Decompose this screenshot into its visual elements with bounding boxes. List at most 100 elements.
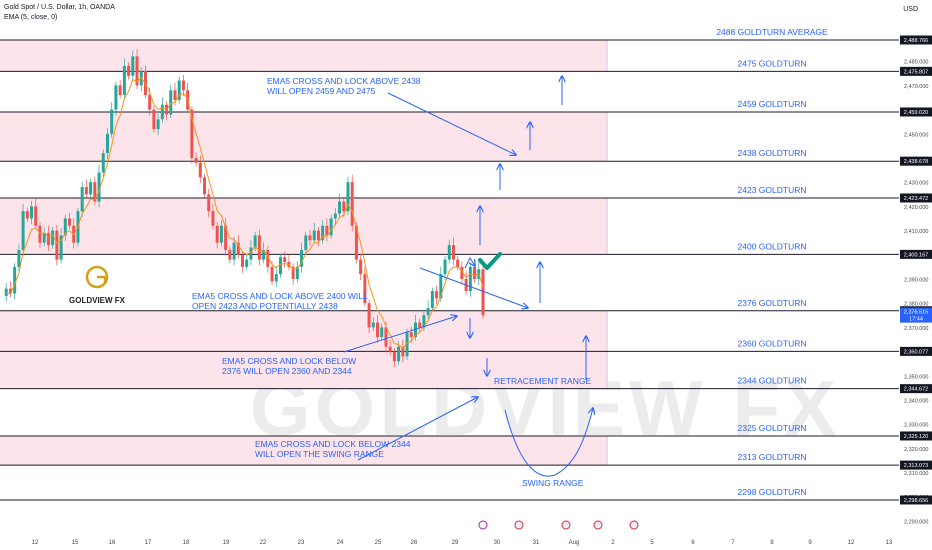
candle-up — [278, 257, 282, 275]
y-tick-label: 2,310.000 — [904, 471, 928, 477]
price-badge — [900, 495, 932, 505]
candle-up — [131, 56, 135, 76]
candle-down — [34, 206, 38, 226]
x-tick-label: 12 — [32, 540, 39, 546]
x-tick-label: 25 — [375, 540, 382, 546]
candle-up — [97, 172, 101, 202]
goldturn-level-label: 2376 GOLDTURN — [738, 298, 807, 308]
annotation-text: EMA5 CROSS AND LOCK BELOW 2344 — [255, 439, 411, 449]
y-tick-label: 2,290.000 — [904, 519, 928, 525]
price-badge — [900, 249, 932, 259]
y-tick-label: 2,340.000 — [904, 398, 928, 404]
indicator-label[interactable]: EMA (5, close, 0) — [4, 14, 58, 21]
candle-down — [173, 90, 177, 100]
candle-down — [118, 85, 122, 96]
arrow-line — [357, 397, 478, 461]
candle-down — [38, 225, 42, 243]
check-icon — [478, 252, 502, 270]
candle-down — [46, 233, 50, 246]
candle-up — [447, 245, 451, 260]
goldturn-level-label: 2423 GOLDTURN — [738, 185, 807, 195]
candle-down — [190, 109, 194, 158]
x-tick-label: 19 — [223, 540, 230, 546]
price-badge — [900, 35, 932, 45]
x-tick-label: 8 — [770, 540, 774, 546]
candle-down — [316, 230, 320, 241]
x-tick-label: 24 — [337, 540, 344, 546]
candle-down — [257, 235, 261, 260]
price-badge-text: 2,313.073 — [904, 463, 928, 469]
candle-down — [224, 225, 228, 250]
candle-up — [30, 206, 34, 219]
candle-down — [342, 201, 346, 212]
candle-up — [413, 322, 417, 338]
event-icon-us-flag[interactable] — [593, 520, 603, 530]
candle-up — [169, 90, 173, 115]
candle-up — [295, 266, 299, 279]
x-tick-label: 17 — [145, 540, 152, 546]
candle-up — [253, 235, 257, 248]
candle-down — [127, 66, 131, 76]
candle-up — [51, 230, 55, 246]
candle-up — [426, 308, 430, 316]
event-icon-us-flag[interactable] — [514, 520, 524, 530]
candle-down — [291, 266, 295, 279]
price-badge-text: 2,400.167 — [904, 252, 928, 258]
x-tick-label: 5 — [650, 540, 654, 546]
arrow-line — [419, 267, 528, 308]
candle-up — [219, 225, 223, 243]
pink-zone — [0, 435, 607, 466]
candle-up — [300, 249, 304, 267]
annotation-text: WILL OPEN 2459 AND 2475 — [267, 86, 376, 96]
price-badge — [900, 431, 932, 441]
x-tick-label: 30 — [494, 540, 501, 546]
candle-down — [367, 303, 371, 328]
candle-down — [236, 242, 240, 255]
x-tick-label: 6 — [691, 540, 695, 546]
candle-up — [312, 230, 316, 241]
event-icon-us-flag[interactable] — [561, 520, 571, 530]
candle-up — [21, 211, 25, 250]
candle-down — [451, 245, 455, 260]
price-badge-text: 2,488.766 — [904, 38, 928, 44]
candle-down — [203, 177, 207, 195]
y-tick-label: 2,370.000 — [904, 326, 928, 332]
annotation-text: RETRACEMENT RANGE — [494, 376, 591, 386]
event-icon-us-flag[interactable] — [629, 520, 639, 530]
x-tick-label: 13 — [886, 540, 893, 546]
logo-text: GOLDVIEW FX — [69, 296, 126, 305]
event-icons[interactable] — [478, 520, 639, 530]
candle-down — [325, 225, 329, 236]
candle-up — [101, 153, 105, 173]
symbol-title: Gold Spot / U.S. Dollar, 1h, OANDA — [4, 4, 115, 11]
x-tick-label: 31 — [533, 540, 540, 546]
candle-up — [405, 332, 409, 357]
price-badge — [900, 460, 932, 470]
current-price-badge — [900, 307, 932, 323]
candle-up — [329, 218, 333, 236]
price-badge — [900, 193, 932, 203]
annotation-text: SWING RANGE — [522, 478, 584, 488]
candle-up — [274, 274, 278, 282]
candle-up — [380, 327, 384, 338]
x-tick-label: 12 — [848, 540, 855, 546]
y-tick-label: 2,350.000 — [904, 374, 928, 380]
candle-up — [245, 259, 249, 267]
candle-down — [194, 157, 198, 163]
candle-down — [435, 291, 439, 299]
goldturn-level-label: 2313 GOLDTURN — [738, 452, 807, 462]
candle-up — [443, 259, 447, 275]
candle-down — [418, 322, 422, 328]
candle-up — [232, 242, 236, 260]
candle-up — [114, 85, 118, 110]
current-price-text: 2,376.515 — [904, 310, 928, 316]
price-badge — [900, 107, 932, 117]
y-tick-label: 2,470.000 — [904, 84, 928, 90]
candle-up — [110, 109, 114, 134]
annotation-text: OPEN 2423 AND POTENTIALLY 2438 — [192, 301, 338, 311]
goldturn-level-label: 2298 GOLDTURN — [738, 487, 807, 497]
candle-down — [228, 249, 232, 260]
candle-down — [384, 327, 388, 347]
event-icon-lightning[interactable] — [478, 520, 488, 530]
